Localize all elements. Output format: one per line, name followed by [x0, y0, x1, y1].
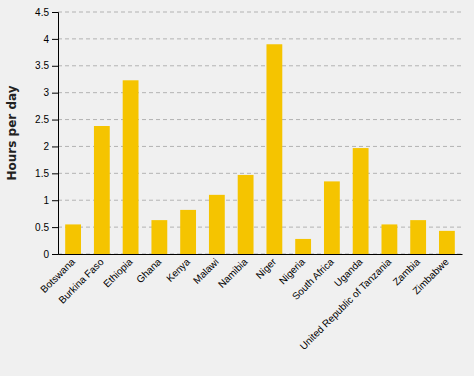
tick: Kenya	[164, 254, 192, 284]
chart: 0 0.5 1 1.5 2 2.5 3 3.5 4 4.5 BotswanaBurkina Faso…	[0, 0, 474, 376]
tick: South Africa	[290, 254, 336, 302]
tick-label: 3	[43, 87, 49, 98]
tick: Burkina Faso	[56, 254, 106, 306]
tick: 3	[43, 87, 58, 98]
tick-label: 1	[43, 195, 49, 206]
tick-label: Burkina Faso	[56, 256, 106, 306]
tick: 1.5	[35, 168, 58, 179]
tick-label: 2.5	[35, 114, 49, 125]
grid-line	[58, 146, 462, 147]
tick-label: 0	[43, 249, 49, 260]
tick-mark	[52, 93, 58, 94]
axis-line	[52, 13, 59, 255]
tick: 0.5	[35, 222, 58, 233]
tick: 4	[43, 34, 58, 45]
bar	[324, 181, 340, 254]
bar	[410, 220, 426, 254]
bars	[65, 44, 455, 254]
bar	[94, 126, 110, 254]
grid-line	[58, 173, 462, 174]
tick-label: Ghana	[134, 256, 163, 285]
bar	[65, 224, 81, 254]
tick-label: 4	[43, 34, 49, 45]
tick-label: 4.5	[35, 7, 49, 18]
grid-line	[58, 12, 462, 13]
tick: 2	[43, 141, 58, 152]
bar	[353, 148, 369, 254]
tick: Ghana	[134, 254, 163, 285]
y-axis-title: Hours per day	[5, 85, 19, 180]
tick: 1	[43, 195, 58, 206]
grid-line	[58, 119, 462, 120]
tick-mark	[52, 39, 58, 40]
bar	[180, 210, 196, 254]
tick: Namibia	[216, 254, 250, 290]
grid-line	[58, 254, 462, 255]
tick: Zimbabwe	[410, 254, 451, 297]
bar	[439, 231, 455, 254]
tick-label: 2	[43, 141, 49, 152]
bar	[381, 224, 397, 254]
tick-label: South Africa	[290, 256, 336, 302]
plot-area: 0 0.5 1 1.5 2 2.5 3 3.5 4 4.5 BotswanaBurkina Faso…	[35, 7, 462, 352]
grid	[58, 12, 462, 254]
x-axis: BotswanaBurkina FasoEthiopiaGhanaKenyaMa…	[38, 254, 462, 352]
bar	[123, 80, 139, 254]
grid-line	[58, 38, 462, 39]
bar	[295, 239, 311, 254]
bar	[151, 220, 167, 254]
tick: 0	[43, 249, 58, 260]
bar	[266, 44, 282, 254]
tick-label: United Republic of Tanzania	[298, 256, 394, 352]
grid-line	[58, 200, 462, 201]
tick-label: 0.5	[35, 222, 49, 233]
tick: United Republic of Tanzania	[298, 254, 394, 352]
tick: 3.5	[35, 60, 58, 71]
axis-line	[59, 254, 463, 255]
tick: Niger	[254, 254, 279, 281]
tick-label: Ethiopia	[101, 256, 135, 290]
tick-mark	[52, 120, 58, 121]
tick: 2.5	[35, 114, 58, 125]
tick-mark	[52, 146, 58, 147]
tick-mark	[52, 173, 58, 174]
bar	[238, 175, 254, 254]
grid-line	[58, 92, 462, 93]
tick-label: 1.5	[35, 168, 49, 179]
tick-mark	[52, 12, 58, 13]
grid-line	[58, 227, 462, 228]
tick: Ethiopia	[101, 254, 135, 289]
tick-mark	[52, 66, 58, 67]
tick-label: Namibia	[216, 256, 250, 290]
tick-mark	[52, 227, 58, 228]
tick-label: 3.5	[35, 60, 49, 71]
bar	[209, 195, 225, 254]
y-axis: 0 0.5 1 1.5 2 2.5 3 3.5 4 4.5	[35, 7, 58, 260]
tick-mark	[52, 200, 58, 201]
grid-line	[58, 65, 462, 66]
tick-mark	[52, 254, 58, 255]
tick-label: Zimbabwe	[410, 256, 451, 297]
tick: 4.5	[35, 7, 58, 18]
tick-label: Niger	[254, 256, 279, 281]
tick-label: Kenya	[164, 256, 192, 284]
